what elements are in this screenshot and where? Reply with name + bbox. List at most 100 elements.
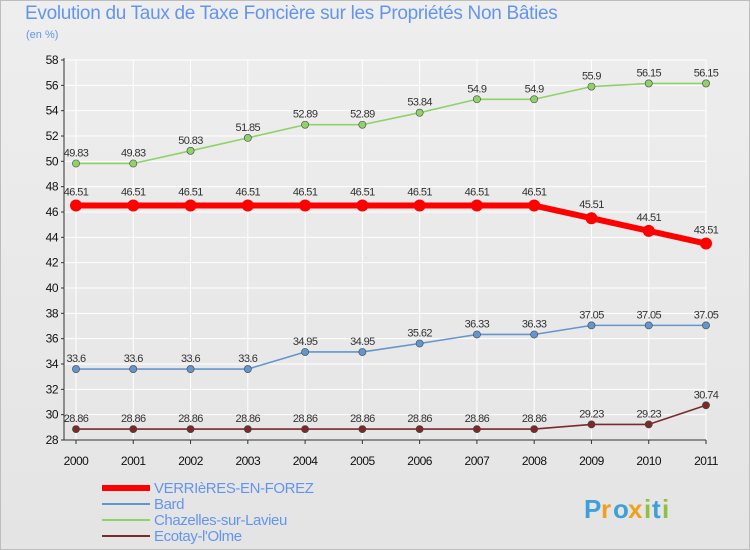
- y-tick-label: 36: [46, 332, 59, 346]
- x-tick-label: 2000: [64, 454, 90, 468]
- data-label: 29.23: [579, 408, 604, 420]
- x-tick-label: 2009: [579, 454, 605, 468]
- legend-label: Ecotay-l'Olme: [154, 528, 242, 545]
- data-label: 52.89: [293, 109, 318, 121]
- series-line: [76, 324, 706, 370]
- y-tick-label: 34: [46, 357, 59, 371]
- data-point: [129, 159, 138, 168]
- data-point: [241, 199, 254, 212]
- data-label: 54.9: [525, 83, 544, 95]
- data-label: 34.95: [293, 336, 318, 348]
- data-point: [700, 237, 712, 250]
- data-point: [473, 425, 481, 434]
- data-label: 28.86: [522, 413, 547, 425]
- y-tick-label: 30: [46, 408, 59, 422]
- data-label: 35.62: [407, 327, 432, 339]
- data-point: [243, 133, 252, 142]
- data-point: [243, 365, 252, 373]
- data-label: 44.51: [636, 212, 661, 224]
- data-point: [358, 348, 367, 356]
- x-tick-label: 2003: [235, 454, 261, 468]
- data-point: [702, 321, 710, 330]
- data-label: 33.6: [181, 353, 200, 365]
- data-label: 46.51: [293, 187, 318, 199]
- y-tick-label: 32: [46, 382, 59, 396]
- y-tick-label: 56: [46, 78, 59, 92]
- data-label: 46.51: [350, 187, 375, 199]
- data-label: 28.86: [121, 413, 146, 425]
- grid-lines: [64, 59, 707, 441]
- data-labels: 49.83 49.83 50.83 51.85 52.89 52.89 53.84 54.9 5…: [64, 67, 720, 425]
- data-label: 29.23: [636, 408, 661, 420]
- data-point: [415, 108, 424, 117]
- data-point: [528, 199, 541, 212]
- logo-letter: i: [662, 494, 669, 524]
- data-point: [415, 425, 424, 434]
- data-label: 37.05: [694, 309, 719, 321]
- y-tick-label: 54: [46, 104, 59, 118]
- data-point: [470, 199, 483, 212]
- data-label: 54.9: [467, 83, 486, 95]
- x-tick-label: 2011: [694, 454, 719, 468]
- data-label: 28.86: [407, 413, 432, 425]
- data-point: [415, 339, 424, 348]
- series-line: [76, 82, 706, 165]
- data-label: 51.85: [236, 122, 261, 134]
- data-point: [587, 321, 596, 330]
- data-point: [413, 199, 426, 212]
- y-tick-label: 52: [46, 129, 59, 143]
- data-label: 30.74: [694, 389, 719, 401]
- data-label: 46.51: [178, 187, 203, 199]
- data-point: [129, 365, 138, 373]
- data-point: [186, 146, 195, 155]
- data-point: [587, 420, 596, 429]
- data-label: 33.6: [238, 353, 257, 365]
- data-label: 34.95: [350, 336, 375, 348]
- y-tick-label: 48: [46, 180, 59, 194]
- data-point: [473, 95, 481, 104]
- y-tick-label: 58: [46, 53, 59, 67]
- data-label: 33.6: [124, 353, 143, 365]
- x-tick-label: 2007: [465, 454, 491, 468]
- data-label: 56.15: [636, 67, 661, 79]
- data-label: 46.51: [236, 187, 261, 199]
- data-label: 46.51: [465, 187, 490, 199]
- data-point: [644, 79, 653, 88]
- data-label: 28.86: [465, 413, 490, 425]
- data-label: 28.86: [64, 413, 89, 425]
- x-tick-label: 2010: [636, 454, 662, 468]
- data-label: 36.33: [522, 318, 547, 330]
- y-tick-label: 40: [46, 281, 59, 295]
- data-point: [186, 365, 195, 373]
- y-tick-label: 44: [46, 230, 59, 244]
- data-label: 45.51: [579, 199, 604, 211]
- data-point: [301, 348, 309, 356]
- logo-letter: o: [613, 494, 629, 524]
- y-tick-label: 50: [46, 154, 59, 168]
- data-point: [301, 425, 309, 434]
- data-point: [243, 425, 252, 434]
- y-tick-label: 38: [46, 306, 59, 320]
- data-point: [127, 199, 140, 212]
- legend: VERRIèRES-EN-FOREZBardChazelles-sur-Lavi…: [102, 480, 314, 545]
- y-tick-label: 28: [46, 433, 59, 447]
- data-point: [72, 159, 80, 168]
- data-label: 49.83: [121, 147, 146, 159]
- data-point: [530, 95, 539, 104]
- data-label: 46.51: [522, 187, 547, 199]
- data-point: [530, 330, 539, 339]
- data-label: 37.05: [636, 309, 661, 321]
- logo-letter: i: [644, 494, 651, 524]
- data-point: [358, 120, 367, 129]
- series-line: [76, 202, 707, 247]
- y-tick-label: 46: [46, 205, 59, 219]
- data-point: [356, 199, 369, 212]
- x-tick-label: 2006: [407, 454, 433, 468]
- logo-letter: r: [601, 494, 611, 524]
- data-point: [702, 79, 710, 88]
- data-label: 46.51: [121, 187, 146, 199]
- x-tick-label: 2005: [350, 454, 376, 468]
- data-point: [644, 321, 653, 330]
- unit-label: (en %): [26, 29, 59, 41]
